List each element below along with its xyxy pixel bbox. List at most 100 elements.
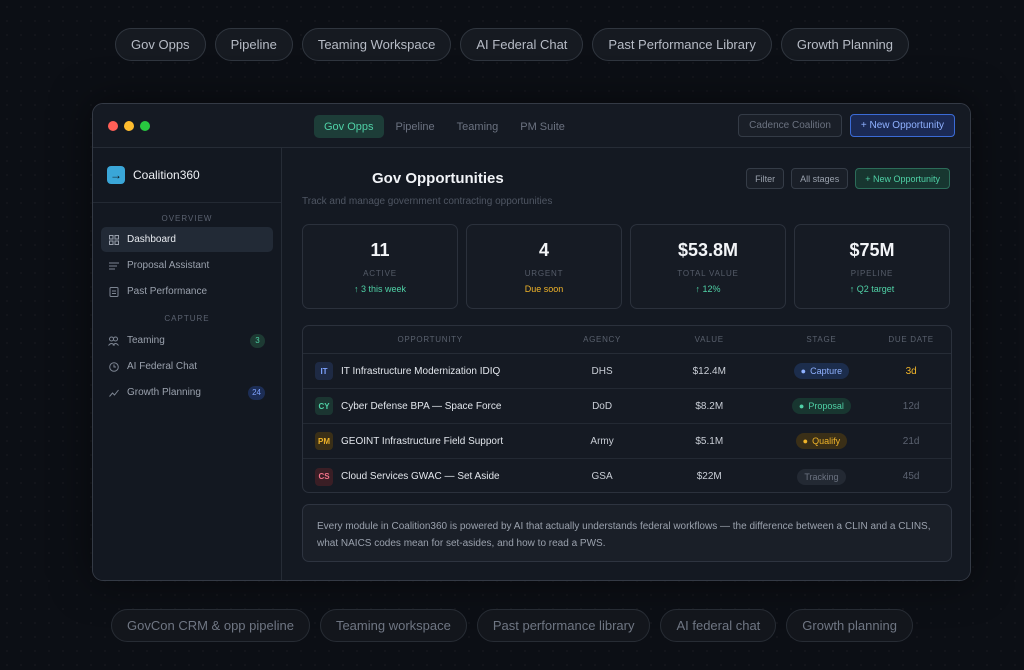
opportunity-name[interactable]: IT Infrastructure Modernization IDIQ: [341, 365, 501, 377]
main-content: Gov Opportunities Track and manage gover…: [283, 148, 970, 580]
agency-cell: GSA: [591, 471, 613, 482]
filter-button[interactable]: Filter: [746, 168, 785, 189]
sidebar-item-teaming[interactable]: Teaming 3: [101, 328, 273, 353]
growth-count-badge: 24: [248, 385, 265, 400]
pill-govcon-crm[interactable]: GovCon CRM & opp pipeline: [111, 609, 310, 642]
value-cell: $12.4M: [692, 365, 726, 377]
sidebar-item-dashboard[interactable]: Dashboard: [101, 227, 273, 252]
brand-name: Coalition360: [133, 168, 200, 182]
maximize-window-button[interactable]: [140, 121, 150, 131]
tab-pm-suite[interactable]: PM Suite: [520, 120, 565, 133]
minimize-window-button[interactable]: [124, 121, 134, 131]
opportunity-cell: CS Cloud Services GWAC — Set Aside: [303, 467, 557, 486]
stat-delta: ↑ Q2 target: [849, 284, 895, 294]
pill-ai-federal-chat[interactable]: AI Federal Chat: [460, 28, 584, 61]
opportunity-name[interactable]: Cloud Services GWAC — Set Aside: [341, 471, 500, 482]
stage-badge[interactable]: ● Capture: [793, 363, 850, 379]
opportunity-name[interactable]: GEOINT Infrastructure Field Support: [341, 435, 504, 447]
stat-card-pipeline: $75M PIPELINE ↑ Q2 target: [794, 224, 950, 309]
close-window-button[interactable]: [108, 121, 118, 131]
pill-teaming-workspace[interactable]: Teaming Workspace: [301, 28, 452, 61]
tab-teaming[interactable]: Teaming: [456, 120, 499, 133]
titlebar-new-opportunity-button[interactable]: + New Opportunity: [849, 114, 955, 137]
tab-gov-opps[interactable]: Gov Opps: [314, 115, 384, 138]
table-row[interactable]: PM GEOINT Infrastructure Field Support A…: [303, 424, 951, 459]
agency-cell: DoD: [592, 400, 613, 412]
value-cell: $5.1M: [695, 435, 724, 447]
opportunity-code: CY: [315, 397, 333, 415]
stage-label: Capture: [810, 366, 843, 376]
overview-section-label: OVERVIEW: [161, 214, 213, 223]
window-titlebar: Gov Opps Pipeline Teaming PM Suite Caden…: [93, 104, 970, 148]
document-icon: [108, 286, 119, 297]
sidebar-item-proposal-assistant[interactable]: Proposal Assistant: [101, 253, 273, 278]
stat-value: $75M: [849, 240, 895, 260]
stage-badge[interactable]: Tracking: [797, 468, 846, 485]
table-row[interactable]: CY Cyber Defense BPA — Space Force DoD $…: [303, 389, 951, 424]
sidebar-item-label: Past Performance: [127, 286, 208, 297]
opportunity-code: IT: [315, 362, 333, 380]
stage-cell: Tracking: [772, 468, 872, 485]
titlebar-actions: Cadence Coalition + New Opportunity: [738, 114, 955, 137]
stat-delta: Due soon: [524, 284, 564, 294]
column-header-stage[interactable]: STAGE: [806, 335, 837, 344]
sidebar-item-label: Proposal Assistant: [127, 260, 210, 271]
agency-cell: DHS: [591, 365, 613, 377]
opportunity-code: PM: [315, 432, 333, 450]
sidebar-item-label: AI Federal Chat: [127, 361, 198, 372]
pill-growth-planning[interactable]: Growth Planning: [780, 28, 909, 61]
stat-label: PIPELINE: [850, 269, 894, 278]
stage-cell: ● Capture: [772, 363, 872, 379]
opportunity-name[interactable]: Cyber Defense BPA — Space Force: [341, 400, 502, 412]
app-window: Gov Opps Pipeline Teaming PM Suite Caden…: [92, 103, 971, 581]
column-header-value[interactable]: VALUE: [694, 335, 724, 344]
sidebar-item-past-performance[interactable]: Past Performance: [101, 279, 273, 304]
stage-badge[interactable]: ● Proposal: [791, 398, 851, 414]
due-date-cell: 12d: [902, 400, 920, 412]
sidebar-item-growth-planning[interactable]: Growth Planning 24: [101, 380, 273, 405]
pill-growth-planning-bottom[interactable]: Growth planning: [786, 609, 913, 642]
column-header-agency[interactable]: AGENCY: [583, 335, 622, 344]
brand: → Coalition360: [93, 148, 281, 203]
opportunity-cell: CY Cyber Defense BPA — Space Force: [303, 397, 557, 415]
stage-cell: ● Qualify: [772, 433, 872, 449]
lines-icon: [108, 260, 119, 271]
pill-gov-opps[interactable]: Gov Opps: [115, 28, 206, 61]
pill-past-performance-library[interactable]: Past Performance Library: [592, 28, 772, 61]
pill-past-performance-bottom[interactable]: Past performance library: [476, 609, 651, 642]
bottom-feature-pills: GovCon CRM & opp pipeline Teaming worksp…: [0, 609, 1024, 642]
value-cell: $22M: [696, 471, 722, 482]
stat-card-total-value: $53.8M TOTAL VALUE ↑ 12%: [630, 224, 786, 309]
table-row[interactable]: CS Cloud Services GWAC — Set Aside GSA $…: [303, 459, 951, 492]
sidebar: → Coalition360 OVERVIEW Dashboard Propos…: [93, 148, 282, 580]
stage-label: Proposal: [808, 401, 844, 411]
sidebar-item-label: Dashboard: [127, 234, 176, 245]
stage-badge[interactable]: ● Qualify: [795, 433, 848, 449]
pill-teaming-workspace-bottom[interactable]: Teaming workspace: [319, 609, 467, 642]
pill-ai-federal-chat-bottom[interactable]: AI federal chat: [660, 609, 777, 642]
new-opportunity-button[interactable]: + New Opportunity: [855, 168, 950, 189]
due-date-cell: 3d: [905, 365, 917, 377]
clock-icon: [108, 361, 119, 372]
column-header-due-date[interactable]: DUE DATE: [888, 335, 934, 344]
pill-pipeline[interactable]: Pipeline: [214, 28, 293, 61]
org-switcher-button[interactable]: Cadence Coalition: [738, 114, 842, 137]
ai-info-note: Every module in Coalition360 is powered …: [302, 504, 952, 562]
stat-label: ACTIVE: [363, 269, 397, 278]
trend-icon: [108, 387, 119, 398]
stage-label: Qualify: [812, 436, 841, 446]
sidebar-item-label: Teaming: [127, 335, 165, 346]
opportunity-cell: IT IT Infrastructure Modernization IDIQ: [303, 362, 557, 380]
column-header-opportunity[interactable]: OPPORTUNITY: [397, 335, 463, 344]
arrow-right-icon: →: [107, 166, 125, 184]
stages-dropdown[interactable]: All stages: [791, 168, 849, 189]
opportunity-code: CS: [315, 467, 333, 486]
table-row[interactable]: IT IT Infrastructure Modernization IDIQ …: [303, 354, 951, 389]
tab-pipeline[interactable]: Pipeline: [395, 120, 435, 133]
stat-label: TOTAL VALUE: [677, 269, 739, 278]
sidebar-item-ai-federal-chat[interactable]: AI Federal Chat: [101, 354, 273, 379]
stat-card-urgent: 4 URGENT Due soon: [466, 224, 622, 309]
due-date-cell: 21d: [902, 435, 920, 447]
teaming-count-badge: 3: [250, 333, 265, 348]
stat-delta: ↑ 12%: [695, 284, 721, 294]
